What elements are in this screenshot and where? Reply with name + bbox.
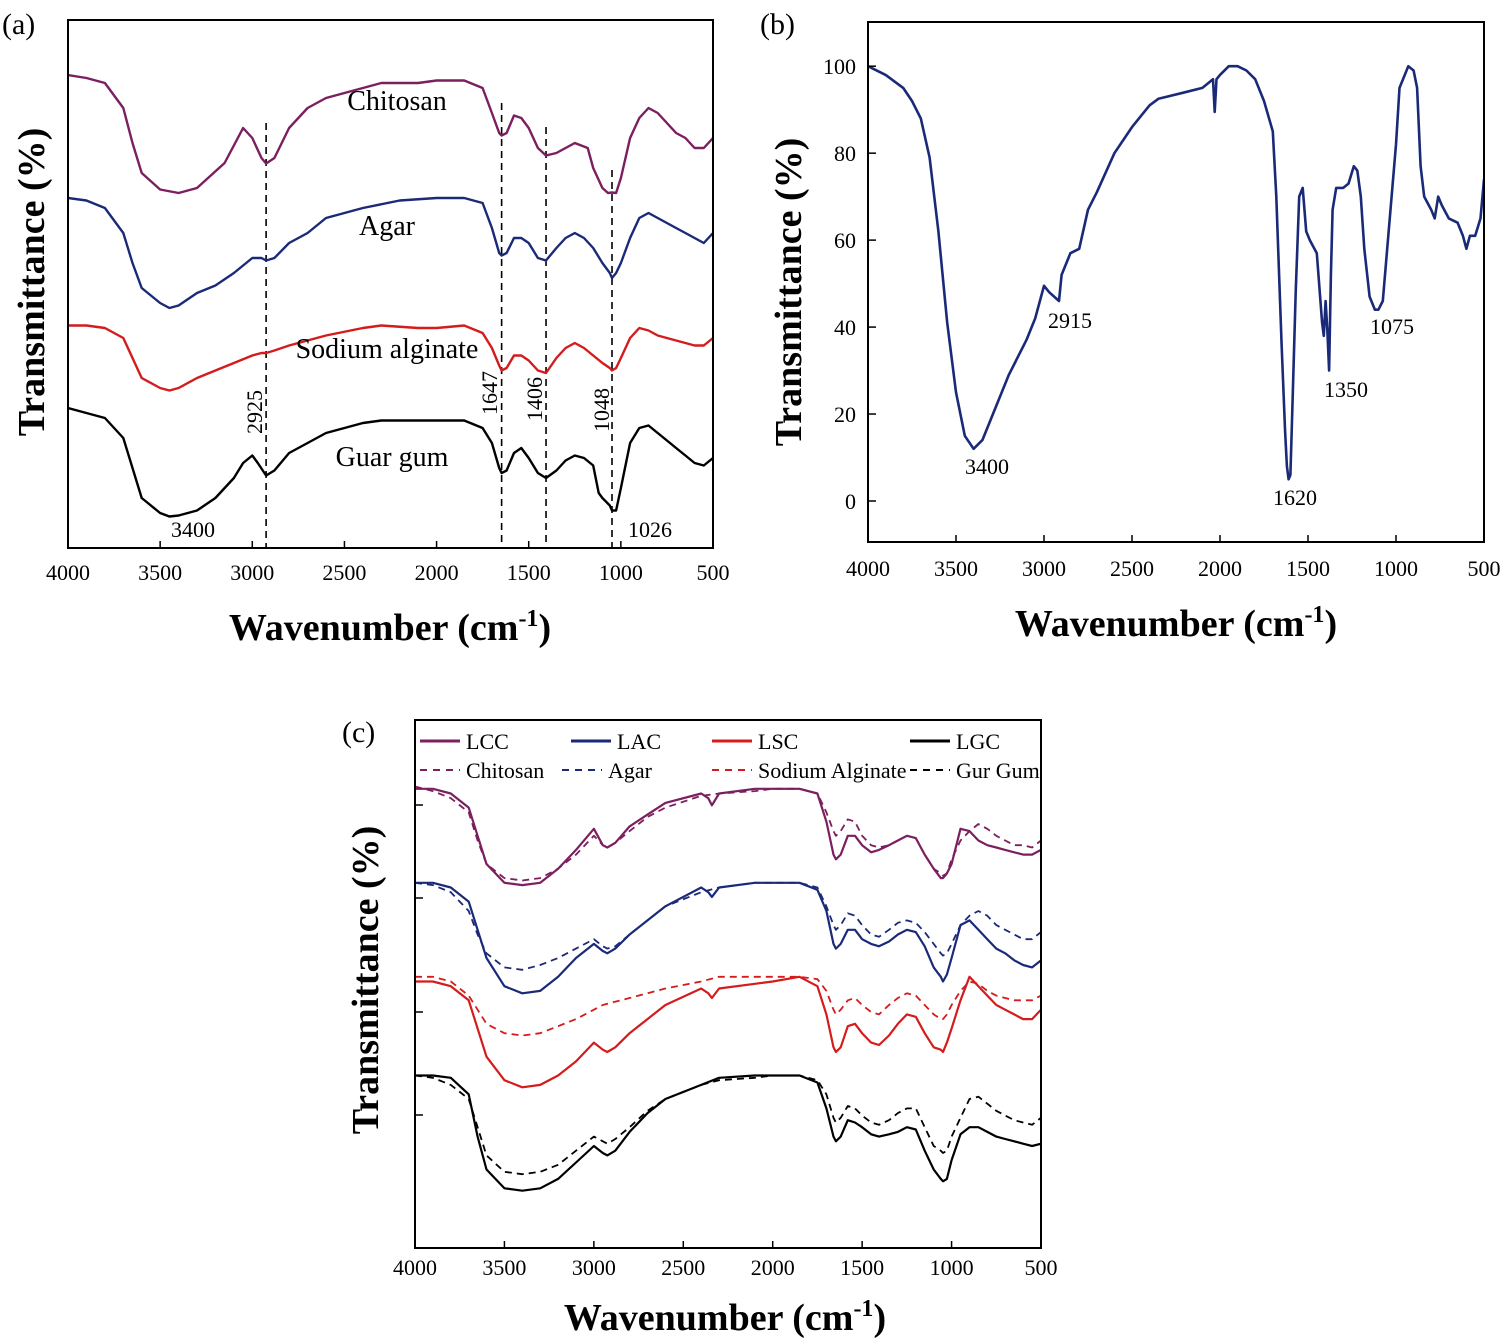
panel-b-x-tick-label: 2000	[1198, 556, 1242, 581]
panel-b-y-tick-label: 20	[834, 402, 856, 427]
legend-label-agar: Agar	[608, 758, 653, 783]
panel-c-x-axis-label: Wavenumber (cm-1)	[564, 1296, 886, 1339]
panel-a: (a) 4000 3500 3000 2500 2000 1500 1000 500 Chit…	[2, 8, 730, 649]
panel-a-x-tick-label: 4000	[46, 560, 90, 585]
legend-label-lsc: LSC	[758, 729, 798, 754]
panel-b-plot-area	[868, 64, 1484, 481]
panel-c-series-lcc	[415, 787, 1041, 887]
panel-a-series-agar	[68, 196, 713, 310]
panel-b-y-tick-label: 80	[834, 141, 856, 166]
panel-a-x-axis-label: Wavenumber (cm-1)	[229, 606, 551, 649]
panel-a-peak-label-1406: 1406	[522, 377, 547, 421]
panel-a-series-label-sodium-alginate: Sodium alginate	[296, 334, 479, 365]
panel-b-y-axis-label: Transmittance (%)	[768, 138, 810, 447]
panel-c-y-ticks	[415, 804, 423, 1116]
panel-a-series-guar-gum	[68, 406, 713, 518]
panel-c-series-lgc	[415, 1074, 1041, 1192]
panel-c-x-tick-label: 3000	[572, 1255, 616, 1280]
panel-b-label: (b)	[760, 8, 795, 41]
panel-b-y-tick-label: 40	[834, 315, 856, 340]
legend-label-lac: LAC	[617, 729, 661, 754]
panel-b-y-tick-label: 100	[823, 54, 856, 79]
panel-b-x-tick-label: 500	[1468, 556, 1501, 581]
panel-a-x-tick-label: 2000	[415, 560, 459, 585]
panel-b-x-tick-label: 4000	[846, 556, 890, 581]
panel-a-peak-label-2925: 2925	[242, 390, 267, 434]
panel-b-peak-label-2915: 2915	[1048, 308, 1092, 333]
panel-c-y-axis-label: Transmittance (%)	[345, 826, 387, 1135]
panel-b-x-ticks: 4000 3500 3000 2500 2000 1500 1000 500	[846, 535, 1501, 581]
panel-c-plot-area	[415, 785, 1041, 1192]
panel-b-peak-label-1620: 1620	[1273, 485, 1317, 510]
panel-b-x-tick-label: 3500	[934, 556, 978, 581]
panel-b-x-tick-label: 2500	[1110, 556, 1154, 581]
legend-label-gur-gum: Gur Gum	[956, 758, 1040, 783]
panel-a-peak-label-3400: 3400	[171, 517, 215, 542]
panel-b-series-lignin	[868, 64, 1484, 481]
panel-b-frame	[867, 21, 1485, 543]
panel-b-peak-label-3400: 3400	[965, 454, 1009, 479]
panel-c-x-tick-label: 2500	[661, 1255, 705, 1280]
panel-a-series-label-chitosan: Chitosan	[347, 86, 447, 117]
panel-b-x-axis-label: Wavenumber (cm-1)	[1015, 602, 1337, 645]
panel-c-series-lsc	[415, 975, 1041, 1089]
panel-b-x-tick-label: 3000	[1022, 556, 1066, 581]
panel-c-x-tick-label: 4000	[393, 1255, 437, 1280]
panel-a-series-sodium-alginate	[68, 324, 713, 392]
panel-c-legend: LCC LAC LSC LGC Chitosan Agar Sodium Alginate G…	[420, 729, 1040, 783]
panel-c: (c) LCC LAC LSC LGC Chitosan Agar Sodium Algin…	[342, 716, 1058, 1339]
panel-a-x-tick-label: 500	[697, 560, 730, 585]
panel-a-series-label-agar: Agar	[359, 211, 416, 242]
panel-a-x-tick-label: 1500	[507, 560, 551, 585]
panel-b-annotations: 3400 2915 1620 1350 1075	[965, 308, 1414, 510]
panel-c-series-agar-dashed	[415, 881, 1041, 971]
panel-c-x-tick-label: 1500	[840, 1255, 884, 1280]
panel-a-plot-area	[68, 73, 713, 548]
panel-c-series-chitosan-dashed	[415, 785, 1041, 882]
panel-c-label: (c)	[342, 716, 375, 749]
panel-a-peak-label-1647: 1647	[477, 371, 502, 415]
panel-a-peak-label-1048: 1048	[589, 388, 614, 432]
legend-label-sodium-alginate: Sodium Alginate	[758, 758, 907, 783]
panel-a-peak-label-1026: 1026	[628, 517, 672, 542]
legend-label-lgc: LGC	[956, 729, 1000, 754]
legend-label-chitosan: Chitosan	[466, 758, 544, 783]
panel-b: (b) 4000 3500 3000 2500 2000 1500 1000 500 0 20 4…	[760, 8, 1501, 645]
panel-b-x-tick-label: 1000	[1374, 556, 1418, 581]
panel-a-x-tick-label: 3000	[230, 560, 274, 585]
panel-a-annotations: Chitosan Agar Sodium alginate Guar gum 3400 2…	[171, 86, 672, 542]
panel-a-y-axis-label: Transmittance (%)	[11, 128, 53, 437]
panel-b-x-tick-label: 1500	[1286, 556, 1330, 581]
panel-b-peak-label-1075: 1075	[1370, 314, 1414, 339]
panel-c-x-tick-label: 3500	[482, 1255, 526, 1280]
panel-a-series-chitosan	[68, 73, 713, 195]
panel-a-x-tick-label: 3500	[138, 560, 182, 585]
panel-b-y-tick-label: 0	[845, 489, 856, 514]
panel-c-series-gur-gum-dashed	[415, 1074, 1041, 1176]
panel-c-x-tick-label: 2000	[751, 1255, 795, 1280]
panel-a-frame	[67, 19, 714, 549]
panel-b-y-tick-label: 60	[834, 228, 856, 253]
panel-a-x-tick-label: 1000	[599, 560, 643, 585]
panel-c-x-ticks: 4000 3500 3000 2500 2000 1500 1000 500	[393, 1241, 1058, 1280]
panel-a-x-ticks: 4000 3500 3000 2500 2000 1500 1000 500	[46, 541, 730, 585]
panel-b-y-ticks: 0 20 40 60 80 100	[823, 54, 876, 514]
panel-c-frame	[414, 719, 1042, 1249]
panel-c-x-tick-label: 1000	[930, 1255, 974, 1280]
panel-a-series-label-guar-gum: Guar gum	[336, 442, 449, 473]
panel-a-x-tick-label: 2500	[322, 560, 366, 585]
panel-c-series-sodium-alginate-dashed	[415, 975, 1041, 1037]
panel-c-series-lac	[415, 881, 1041, 995]
panel-b-peak-label-1350: 1350	[1324, 377, 1368, 402]
panel-c-x-tick-label: 500	[1025, 1255, 1058, 1280]
legend-label-lcc: LCC	[466, 729, 509, 754]
panel-a-label: (a)	[2, 8, 35, 41]
